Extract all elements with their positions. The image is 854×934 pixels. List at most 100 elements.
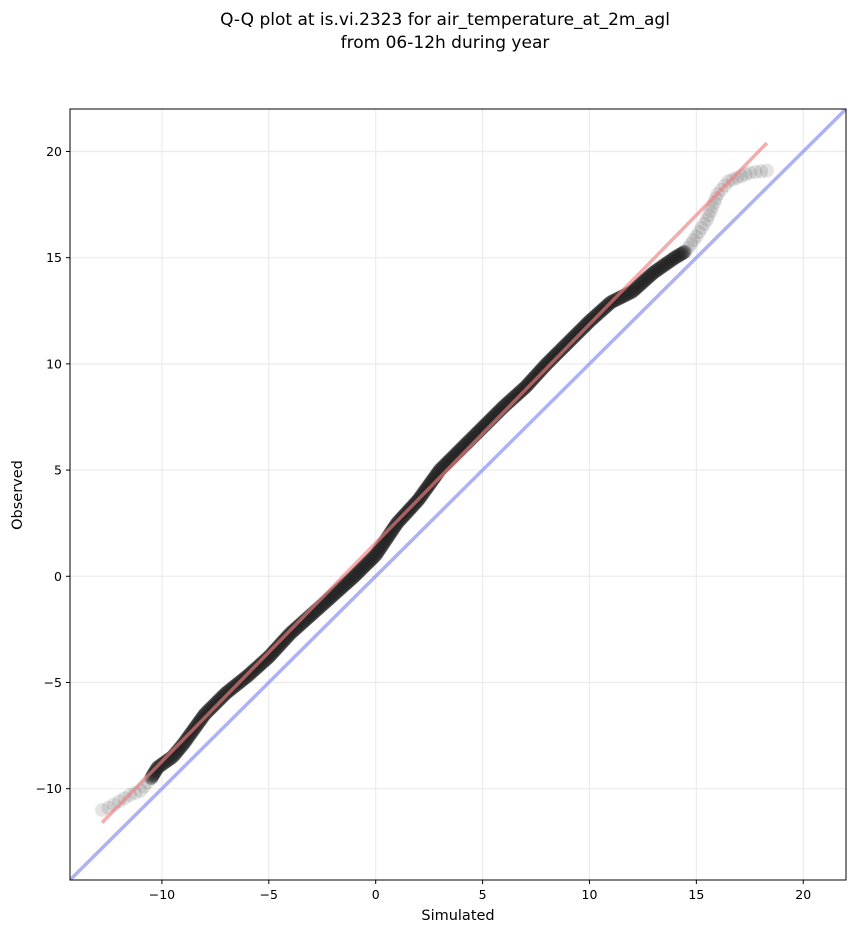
qq-point (697, 216, 712, 231)
qq-point (538, 358, 553, 373)
qq-point (248, 661, 263, 676)
qq-point (631, 279, 646, 294)
qq-point (363, 553, 378, 568)
qq-point (373, 541, 388, 556)
qq-point (644, 267, 659, 282)
qq-point (335, 579, 350, 594)
qq-point (657, 258, 672, 273)
qq-point (541, 354, 556, 369)
qq-point (548, 347, 563, 362)
qq-point (561, 335, 576, 350)
qq-point (609, 292, 624, 307)
qq-point (179, 733, 194, 748)
qq-point (610, 291, 625, 306)
qq-point (211, 693, 226, 708)
qq-point (290, 620, 305, 635)
qq-point (759, 163, 774, 178)
y-tick-label: 15 (46, 250, 62, 265)
qq-point (350, 565, 365, 580)
qq-point (518, 380, 533, 395)
qq-point (219, 686, 234, 701)
qq-point (511, 386, 526, 401)
qq-point (357, 559, 372, 574)
qq-point (289, 621, 304, 636)
qq-point (354, 562, 369, 577)
qq-point (526, 370, 541, 385)
qq-point (200, 704, 215, 719)
qq-point (703, 203, 718, 218)
qq-point (563, 333, 578, 348)
qq-point (359, 556, 374, 571)
qq-point (540, 355, 555, 370)
qq-point (742, 165, 757, 180)
qq-point (258, 653, 273, 668)
qq-point (253, 657, 268, 672)
qq-point (558, 337, 573, 352)
qq-point (197, 707, 212, 722)
qq-point (581, 315, 596, 330)
y-tick-label: −10 (36, 781, 62, 796)
qq-point (147, 765, 162, 780)
qq-point (553, 343, 568, 358)
qq-point (671, 248, 686, 263)
qq-point (291, 619, 306, 634)
qq-point (420, 479, 435, 494)
qq-point (209, 695, 224, 710)
qq-point (670, 249, 685, 264)
qq-point (654, 259, 669, 274)
qq-point (519, 379, 534, 394)
qq-point (638, 272, 653, 287)
qq-point (204, 700, 219, 715)
qq-point (684, 236, 699, 251)
qq-point (665, 252, 680, 267)
qq-point (571, 325, 586, 340)
qq-point (214, 690, 229, 705)
qq-point (547, 349, 562, 364)
qq-point (247, 662, 262, 677)
qq-point (612, 291, 627, 306)
qq-point (255, 655, 270, 670)
qq-point (568, 327, 583, 342)
qq-point (729, 170, 744, 185)
qq-point (277, 632, 292, 647)
qq-point (678, 244, 693, 259)
qq-point (539, 356, 554, 371)
chart-subtitle: from 06-12h during year (341, 33, 550, 53)
y-tick-label: 0 (54, 569, 62, 584)
qq-point (748, 165, 763, 180)
qq-point (217, 687, 232, 702)
x-tick-label: 10 (582, 887, 598, 902)
qq-point (566, 330, 581, 345)
qq-point (369, 546, 384, 561)
y-axis-label: Observed (10, 460, 26, 530)
qq-point (546, 350, 561, 365)
qq-point (627, 282, 642, 297)
qq-point (522, 375, 537, 390)
qq-point (273, 637, 288, 652)
x-tick-label: −10 (149, 887, 175, 902)
qq-point (564, 332, 579, 347)
qq-point (634, 276, 649, 291)
fit-line (100, 141, 769, 824)
qq-point (368, 548, 383, 563)
qq-point (292, 618, 307, 633)
qq-point (508, 388, 523, 403)
qq-point (341, 574, 356, 589)
qq-point (208, 696, 223, 711)
qq-point (198, 706, 213, 721)
qq-point (271, 639, 286, 654)
qq-point (692, 225, 707, 240)
qq-point (532, 365, 547, 380)
qq-point (535, 361, 550, 376)
qq-point (276, 633, 291, 648)
qq-point (681, 240, 696, 255)
qq-point (504, 392, 519, 407)
qq-point (339, 576, 354, 591)
qq-point (364, 552, 379, 567)
qq-point (584, 312, 599, 327)
qq-point (521, 376, 536, 391)
qq-point (366, 550, 381, 565)
qq-point (252, 658, 267, 673)
qq-point (351, 564, 366, 579)
